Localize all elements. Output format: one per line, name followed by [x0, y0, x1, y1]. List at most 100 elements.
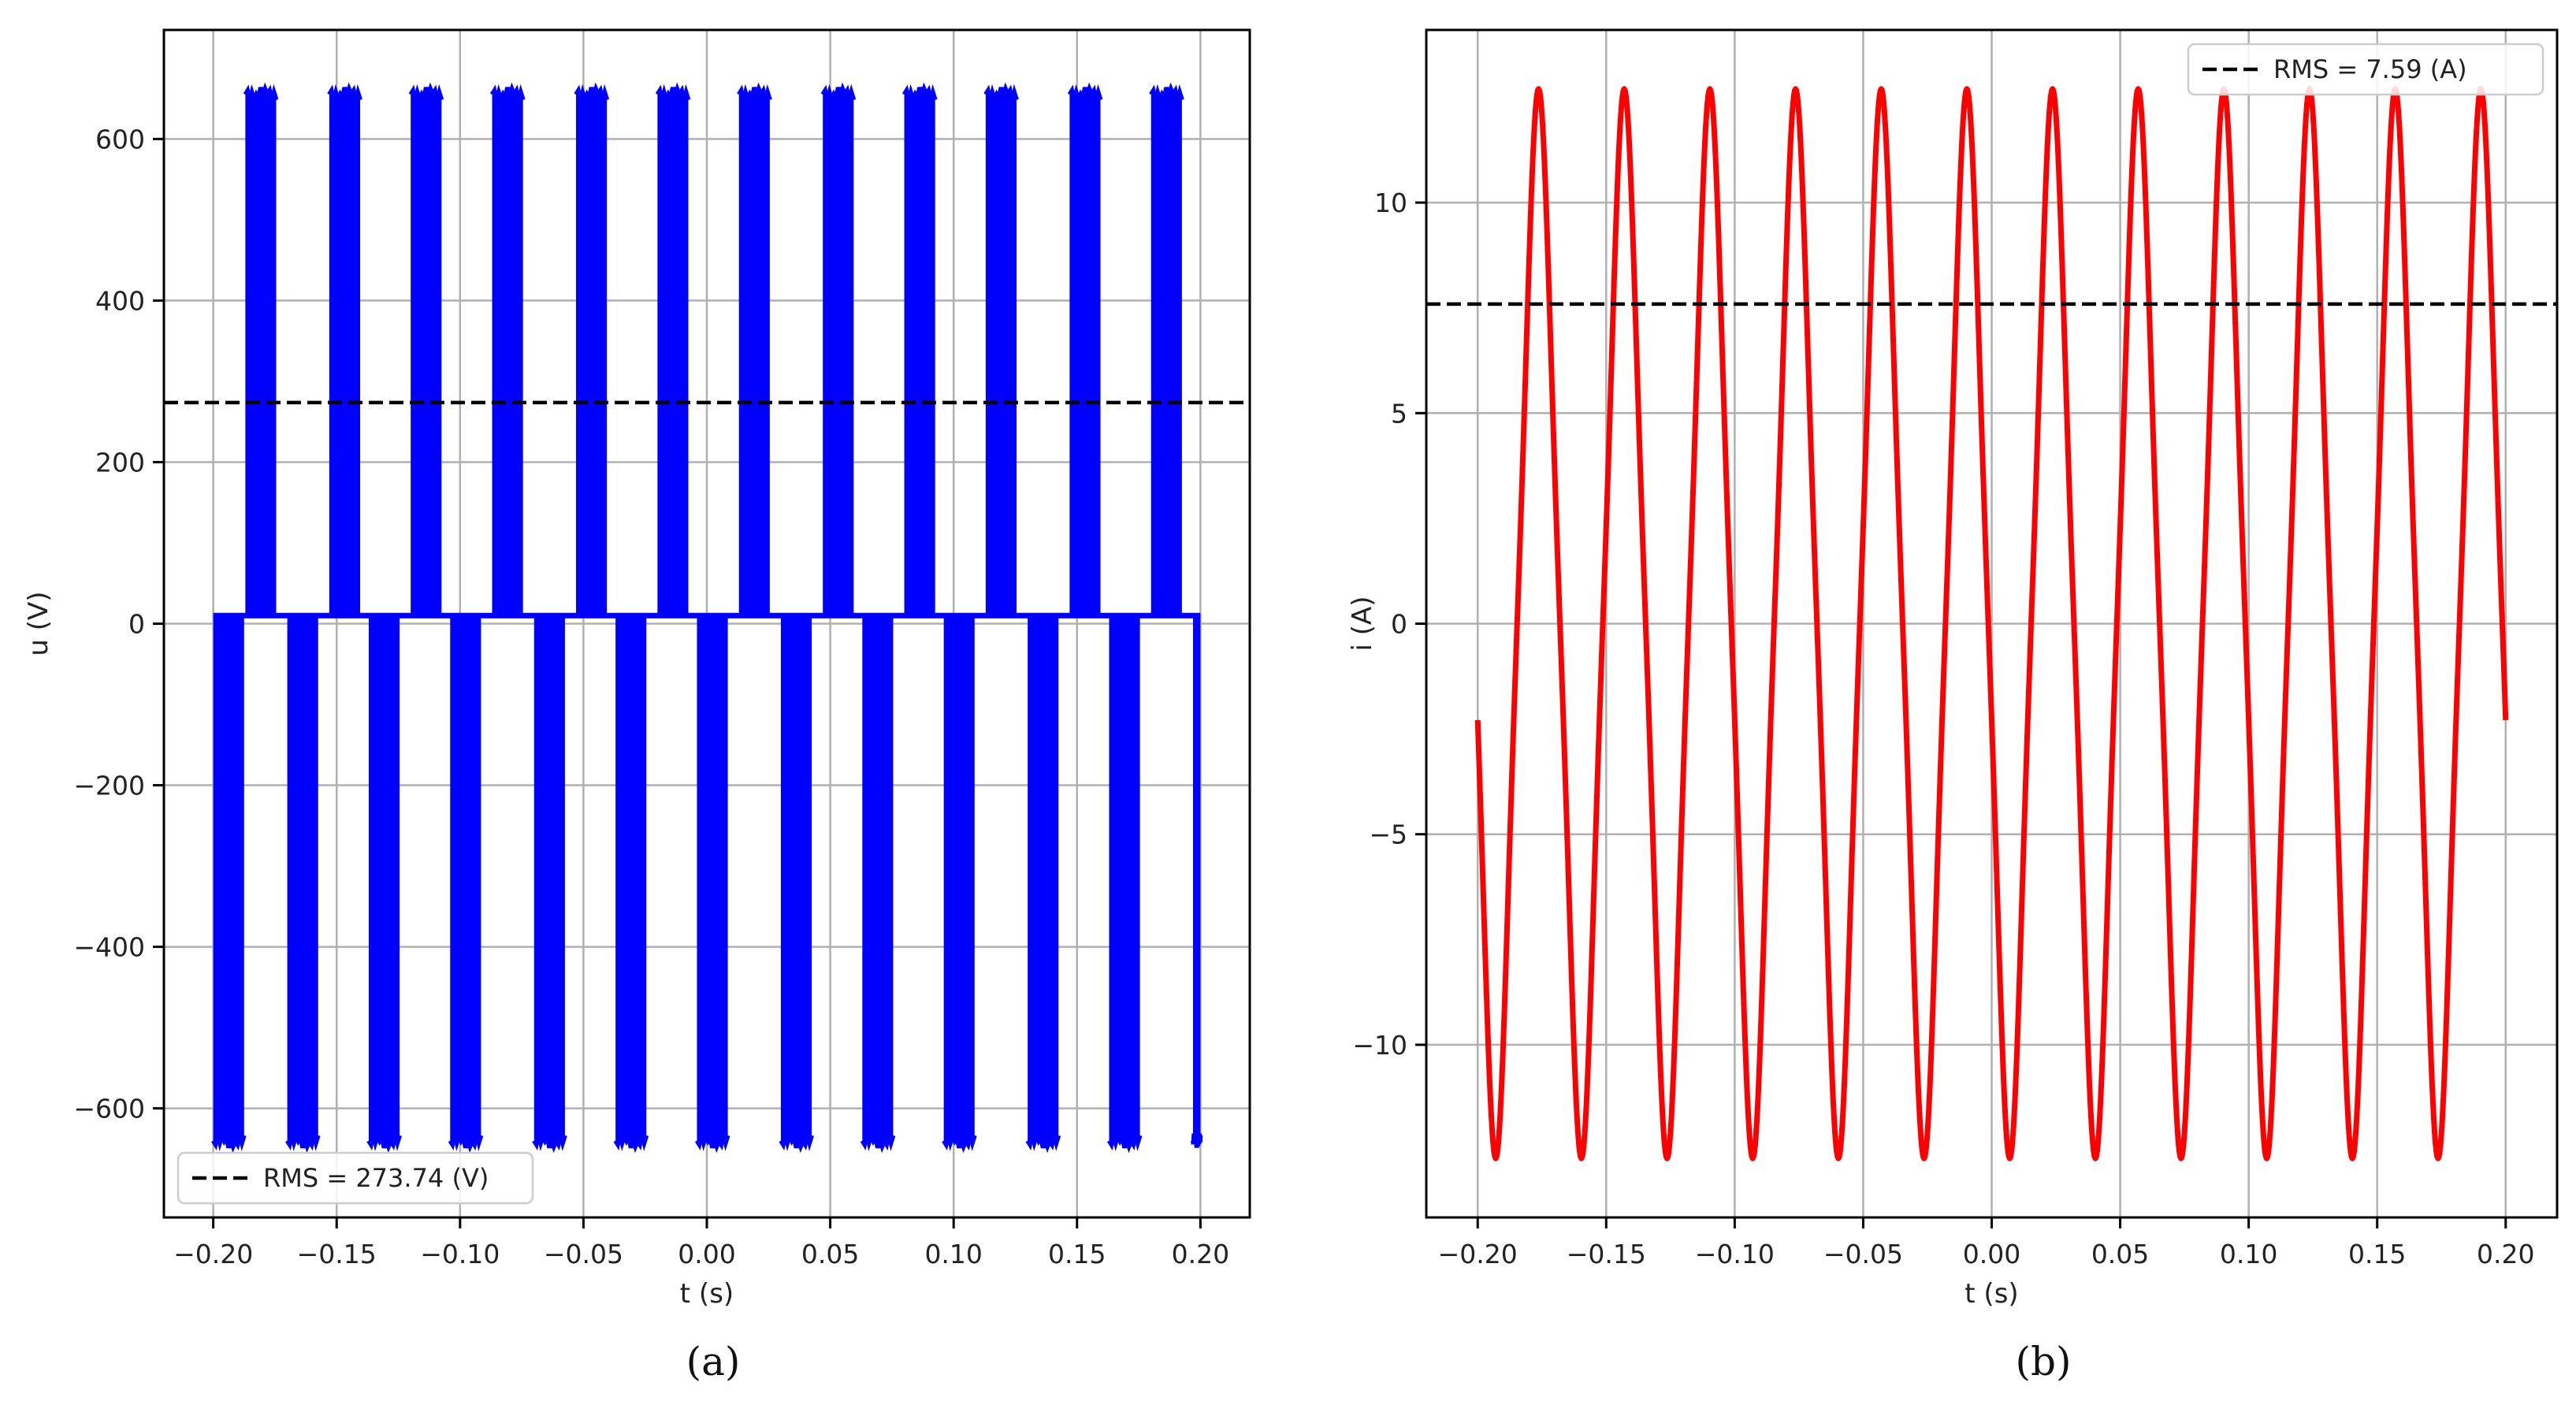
- negative-pulse-edge: [613, 1128, 649, 1154]
- voltage-series: [211, 82, 1203, 1154]
- x-tick-label: −0.20: [173, 1239, 253, 1269]
- negative-pulse: [450, 615, 481, 1141]
- positive-pulse-edge: [243, 82, 279, 107]
- y-tick-label: 0: [1391, 609, 1407, 640]
- x-axis-label: t (s): [1965, 1278, 2018, 1310]
- x-tick-label: −0.05: [1823, 1239, 1903, 1269]
- negative-pulse: [533, 615, 565, 1141]
- legend-box: [2187, 43, 2544, 96]
- positive-pulse: [657, 95, 689, 616]
- x-axis-label: t (s): [680, 1278, 734, 1310]
- negative-pulse-edge: [860, 1128, 896, 1154]
- negative-pulse-edge: [1106, 1128, 1143, 1154]
- plot-area: [164, 82, 1250, 1154]
- negative-pulse: [943, 615, 975, 1141]
- x-tick-label: −0.15: [1567, 1239, 1646, 1269]
- positive-pulse: [904, 95, 935, 616]
- positive-pulse: [823, 95, 854, 616]
- x-tick-label: −0.10: [420, 1239, 500, 1269]
- positive-pulse: [411, 95, 442, 616]
- positive-pulse-edge: [1149, 82, 1184, 107]
- negative-pulse: [287, 615, 318, 1141]
- negative-pulse-edge: [211, 1128, 247, 1154]
- y-tick-label: 0: [128, 609, 145, 640]
- negative-pulse-edge: [1191, 1133, 1203, 1148]
- y-tick-label: 5: [1391, 398, 1407, 429]
- tick-labels: −0.20 −0.15 −0.10 −0.05 0.00 0.05 0.10 0.15 0.20…: [73, 124, 1229, 1269]
- x-tick-label: 0.15: [2348, 1239, 2406, 1269]
- grid: [1426, 30, 2557, 1217]
- negative-pulse-edge: [532, 1128, 567, 1154]
- chart-b: −0.20 −0.15 −0.10 −0.05 0.00 0.05 0.10 0.15 0.20…: [1347, 28, 2559, 1310]
- y-tick-label: −600: [73, 1094, 145, 1124]
- negative-pulse-edge: [366, 1128, 402, 1154]
- negative-pulse-edge: [779, 1128, 814, 1154]
- positive-pulse-edge: [983, 82, 1019, 107]
- negative-pulse: [213, 615, 244, 1141]
- negative-pulse-edge: [942, 1128, 977, 1154]
- negative-pulse-edge: [448, 1128, 484, 1154]
- x-tick-label: 0.10: [924, 1239, 982, 1269]
- positive-pulse: [245, 95, 277, 616]
- positive-pulse: [329, 95, 360, 616]
- negative-pulse-edge: [694, 1128, 730, 1154]
- positive-pulse-edge: [408, 82, 444, 107]
- legend: RMS = 273.74 (V): [177, 1151, 534, 1205]
- chart-a: −0.20 −0.15 −0.10 −0.05 0.00 0.05 0.10 0.15 0.20…: [23, 28, 1251, 1310]
- negative-pulse: [697, 615, 728, 1141]
- positive-pulse-edge: [1067, 82, 1103, 107]
- positive-pulse-edge: [655, 82, 691, 107]
- positive-pulse: [1150, 95, 1182, 616]
- negative-pulse-edge: [285, 1128, 321, 1154]
- negative-pulse: [1028, 615, 1059, 1141]
- positive-pulse: [738, 95, 770, 616]
- x-tick-label: 0.00: [678, 1239, 735, 1269]
- y-tick-label: −200: [73, 771, 145, 801]
- y-axis-label: i (A): [1347, 596, 1378, 651]
- y-tick-label: 400: [95, 285, 145, 316]
- negative-pulse: [1109, 615, 1140, 1141]
- x-tick-label: 0.20: [1172, 1239, 1229, 1269]
- x-tick-label: −0.10: [1695, 1239, 1775, 1269]
- negative-pulse: [862, 615, 894, 1141]
- legend: RMS = 7.59 (A): [2187, 43, 2544, 96]
- positive-pulse-edge: [574, 82, 610, 107]
- y-tick-label: 600: [95, 124, 145, 154]
- positive-pulse-edge: [901, 82, 938, 107]
- caption-a: (a): [686, 1339, 741, 1384]
- negative-pulse: [615, 615, 647, 1141]
- y-tick-label: −400: [73, 932, 145, 963]
- x-tick-label: 0.00: [1963, 1239, 2020, 1269]
- legend-box: [177, 1151, 534, 1205]
- negative-pulse: [1192, 615, 1201, 1141]
- y-tick-label: 200: [95, 447, 145, 478]
- legend-label: RMS = 273.74 (V): [263, 1163, 489, 1193]
- caption-b: (b): [2015, 1339, 2071, 1384]
- positive-pulse-edge: [327, 82, 362, 107]
- y-tick-label: −10: [1352, 1030, 1407, 1061]
- x-tick-label: −0.05: [544, 1239, 623, 1269]
- x-tick-label: 0.05: [801, 1239, 859, 1269]
- positive-pulse: [576, 95, 608, 616]
- plot-area: [1426, 86, 2557, 1161]
- x-tick-label: −0.20: [1438, 1239, 1518, 1269]
- positive-pulse: [492, 95, 523, 616]
- tick-labels: −0.20 −0.15 −0.10 −0.05 0.00 0.05 0.10 0.15 0.20…: [1352, 188, 2534, 1269]
- y-tick-label: −5: [1369, 819, 1407, 850]
- current-series: [1474, 86, 2509, 1161]
- y-axis-label: u (V): [23, 591, 54, 656]
- x-tick-label: 0.20: [2477, 1239, 2534, 1269]
- positive-pulse: [1069, 95, 1101, 616]
- negative-pulse-edge: [1025, 1128, 1061, 1154]
- positive-pulse-edge: [489, 82, 526, 107]
- x-tick-label: −0.15: [297, 1239, 377, 1269]
- x-tick-label: 0.15: [1048, 1239, 1106, 1269]
- x-tick-label: 0.05: [2091, 1239, 2149, 1269]
- legend-label: RMS = 7.59 (A): [2273, 54, 2467, 84]
- negative-pulse: [368, 615, 400, 1141]
- x-tick-label: 0.10: [2220, 1239, 2277, 1269]
- positive-pulse-edge: [737, 82, 772, 107]
- y-tick-label: 10: [1374, 188, 1407, 218]
- positive-pulse: [985, 95, 1017, 616]
